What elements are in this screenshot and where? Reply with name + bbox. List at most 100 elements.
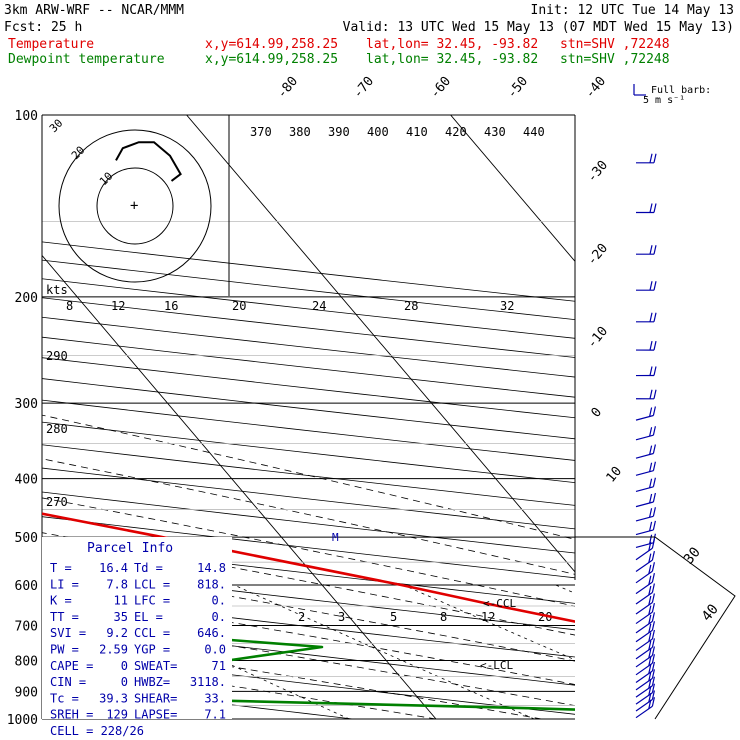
wind-barb: [635, 312, 657, 323]
wind-barb: [635, 520, 656, 536]
parcel-param-value: 0.: [212, 610, 226, 624]
hodograph-origin: +: [130, 198, 138, 214]
annotations: <-CCL <-LCL M: [332, 531, 516, 672]
isotherm-label: -70: [351, 74, 378, 102]
pressure-tick-label: 100: [15, 109, 38, 124]
temp-legend-label: Temperature: [8, 37, 94, 52]
parcel-param-value: 9.2: [106, 626, 128, 640]
wind-barb: [635, 629, 655, 651]
pressure-tick-label: 800: [15, 654, 38, 669]
wind-barb: [635, 245, 657, 255]
moist-adiabat-line: [42, 414, 575, 540]
parcel-param-name: T =: [50, 561, 72, 575]
barb-note-line-1: Full barb:: [651, 85, 711, 96]
dew-legend-stn: stn=SHV ,72248: [560, 52, 670, 67]
dew-legend-xy: x,y=614.99,258.25: [205, 52, 338, 67]
mixing-ratio-line: [403, 584, 575, 661]
hodograph-speed-label: 12: [111, 299, 125, 313]
parcel-param-name: LFC =: [134, 594, 170, 608]
theta-label: 440: [523, 125, 545, 139]
hodograph: + 30 20 10: [47, 115, 230, 296]
parcel-info-title: Parcel Info: [87, 541, 173, 556]
wind-barb: [635, 366, 657, 377]
mixing-ratio-label: 12: [481, 610, 495, 624]
wind-barb: [635, 690, 655, 712]
parcel-param-value: 0.0: [204, 643, 226, 657]
parcel-param-value: 14.8: [197, 561, 226, 575]
dew-legend-label: Dewpoint temperature: [8, 52, 165, 67]
wind-barb: [635, 340, 657, 351]
parcel-param-value: 39.3: [99, 691, 128, 705]
parcel-param-name: CIN =: [50, 675, 86, 689]
parcel-param-value: 129: [106, 708, 128, 722]
wind-barb: [635, 281, 657, 291]
parcel-param-name: SREH =: [50, 708, 93, 722]
wind-barb: [635, 477, 656, 493]
hodograph-speed-label: 24: [312, 299, 326, 313]
wind-barb: [635, 676, 655, 698]
wind-barb: [635, 562, 655, 584]
valid-time: Valid: 13 UTC Wed 15 May 13 (07 MDT Wed …: [343, 20, 734, 35]
theta-label: 400: [367, 125, 389, 139]
pressure-tick-label: 600: [15, 579, 38, 594]
pressure-tick-label: 900: [15, 685, 38, 700]
theta-label: 370: [250, 125, 272, 139]
wind-barb: [635, 583, 655, 605]
dew-legend-latlon: lat,lon= 32.45, -93.82: [366, 52, 538, 67]
isotherm-label: -40: [583, 74, 610, 102]
parcel-param-name: YGP =: [134, 643, 170, 657]
wind-barb: [635, 572, 655, 595]
theta-label: 430: [484, 125, 506, 139]
moist-adiabat-line: [42, 590, 575, 685]
hodograph-ring-label-20: 20: [69, 144, 88, 163]
forecast-hour: Fcst: 25 h: [4, 20, 82, 35]
isotherm-label: 0: [589, 405, 606, 421]
mixing-ratio-label: 2: [298, 610, 305, 624]
moist-adiabat-line: [42, 614, 575, 707]
isotherm-label: -80: [275, 74, 302, 102]
hodograph-ring-label-30: 30: [47, 117, 66, 136]
mixing-ratio-label: 3: [338, 610, 345, 624]
parcel-param-value: 35: [114, 610, 128, 624]
pressure-tick-label: 300: [15, 397, 38, 412]
wind-barb: [635, 654, 655, 676]
parcel-param-name: TT =: [50, 610, 79, 624]
wind-barb: [635, 444, 656, 459]
wind-barbs: [575, 153, 736, 720]
pressure-tick-label: 700: [15, 619, 38, 634]
parcel-param-name: Td =: [134, 561, 163, 575]
isotherm-line: [715, 115, 740, 719]
wind-barb: [635, 550, 655, 573]
header: 3km ARW-WRF -- NCAR/MMM Init: 12 UTC Tue…: [4, 3, 734, 106]
hodograph-speed-label: 20: [232, 299, 246, 313]
temp-legend-xy: x,y=614.99,258.25: [205, 37, 338, 52]
wind-barb: [635, 602, 655, 625]
parcel-param-name: EL =: [134, 610, 163, 624]
theta-label: 410: [406, 125, 428, 139]
wind-barb: [635, 621, 655, 643]
barb-note-line-2: 5 m s⁻¹: [643, 95, 685, 106]
parcel-param-value: 16.4: [99, 561, 128, 575]
parcel-param-value: 0.: [212, 594, 226, 608]
wind-barb: [635, 593, 655, 615]
parcel-info-panel: Parcel Info T = 16.4 Td = 14.8 LI = 7.8 LCL = 8…: [42, 537, 232, 738]
hodograph-speed-label: 32: [500, 299, 514, 313]
theta-label: 420: [445, 125, 467, 139]
pressure-tick-label: 200: [15, 291, 38, 306]
parcel-param-value: 33.: [204, 691, 226, 705]
pressure-tick-label: 500: [15, 531, 38, 546]
hodograph-ring-label-10: 10: [97, 170, 116, 189]
parcel-param-name: SVI =: [50, 626, 86, 640]
isotherm-label: -60: [428, 74, 455, 102]
parcel-param-name: Tc =: [50, 691, 79, 705]
parcel-param-name: SHEAR=: [134, 691, 177, 705]
parcel-cell-motion: CELL = 228/26: [50, 724, 144, 738]
parcel-param-name: CCL =: [134, 626, 170, 640]
theta-label: 290: [46, 349, 68, 363]
pressure-tick-label: 400: [15, 473, 38, 488]
wind-barb: [635, 539, 655, 561]
isotherm-label: 10: [604, 464, 626, 486]
wind-barb: [635, 661, 655, 683]
theta-label: 380: [289, 125, 311, 139]
wind-barb: [635, 612, 655, 634]
